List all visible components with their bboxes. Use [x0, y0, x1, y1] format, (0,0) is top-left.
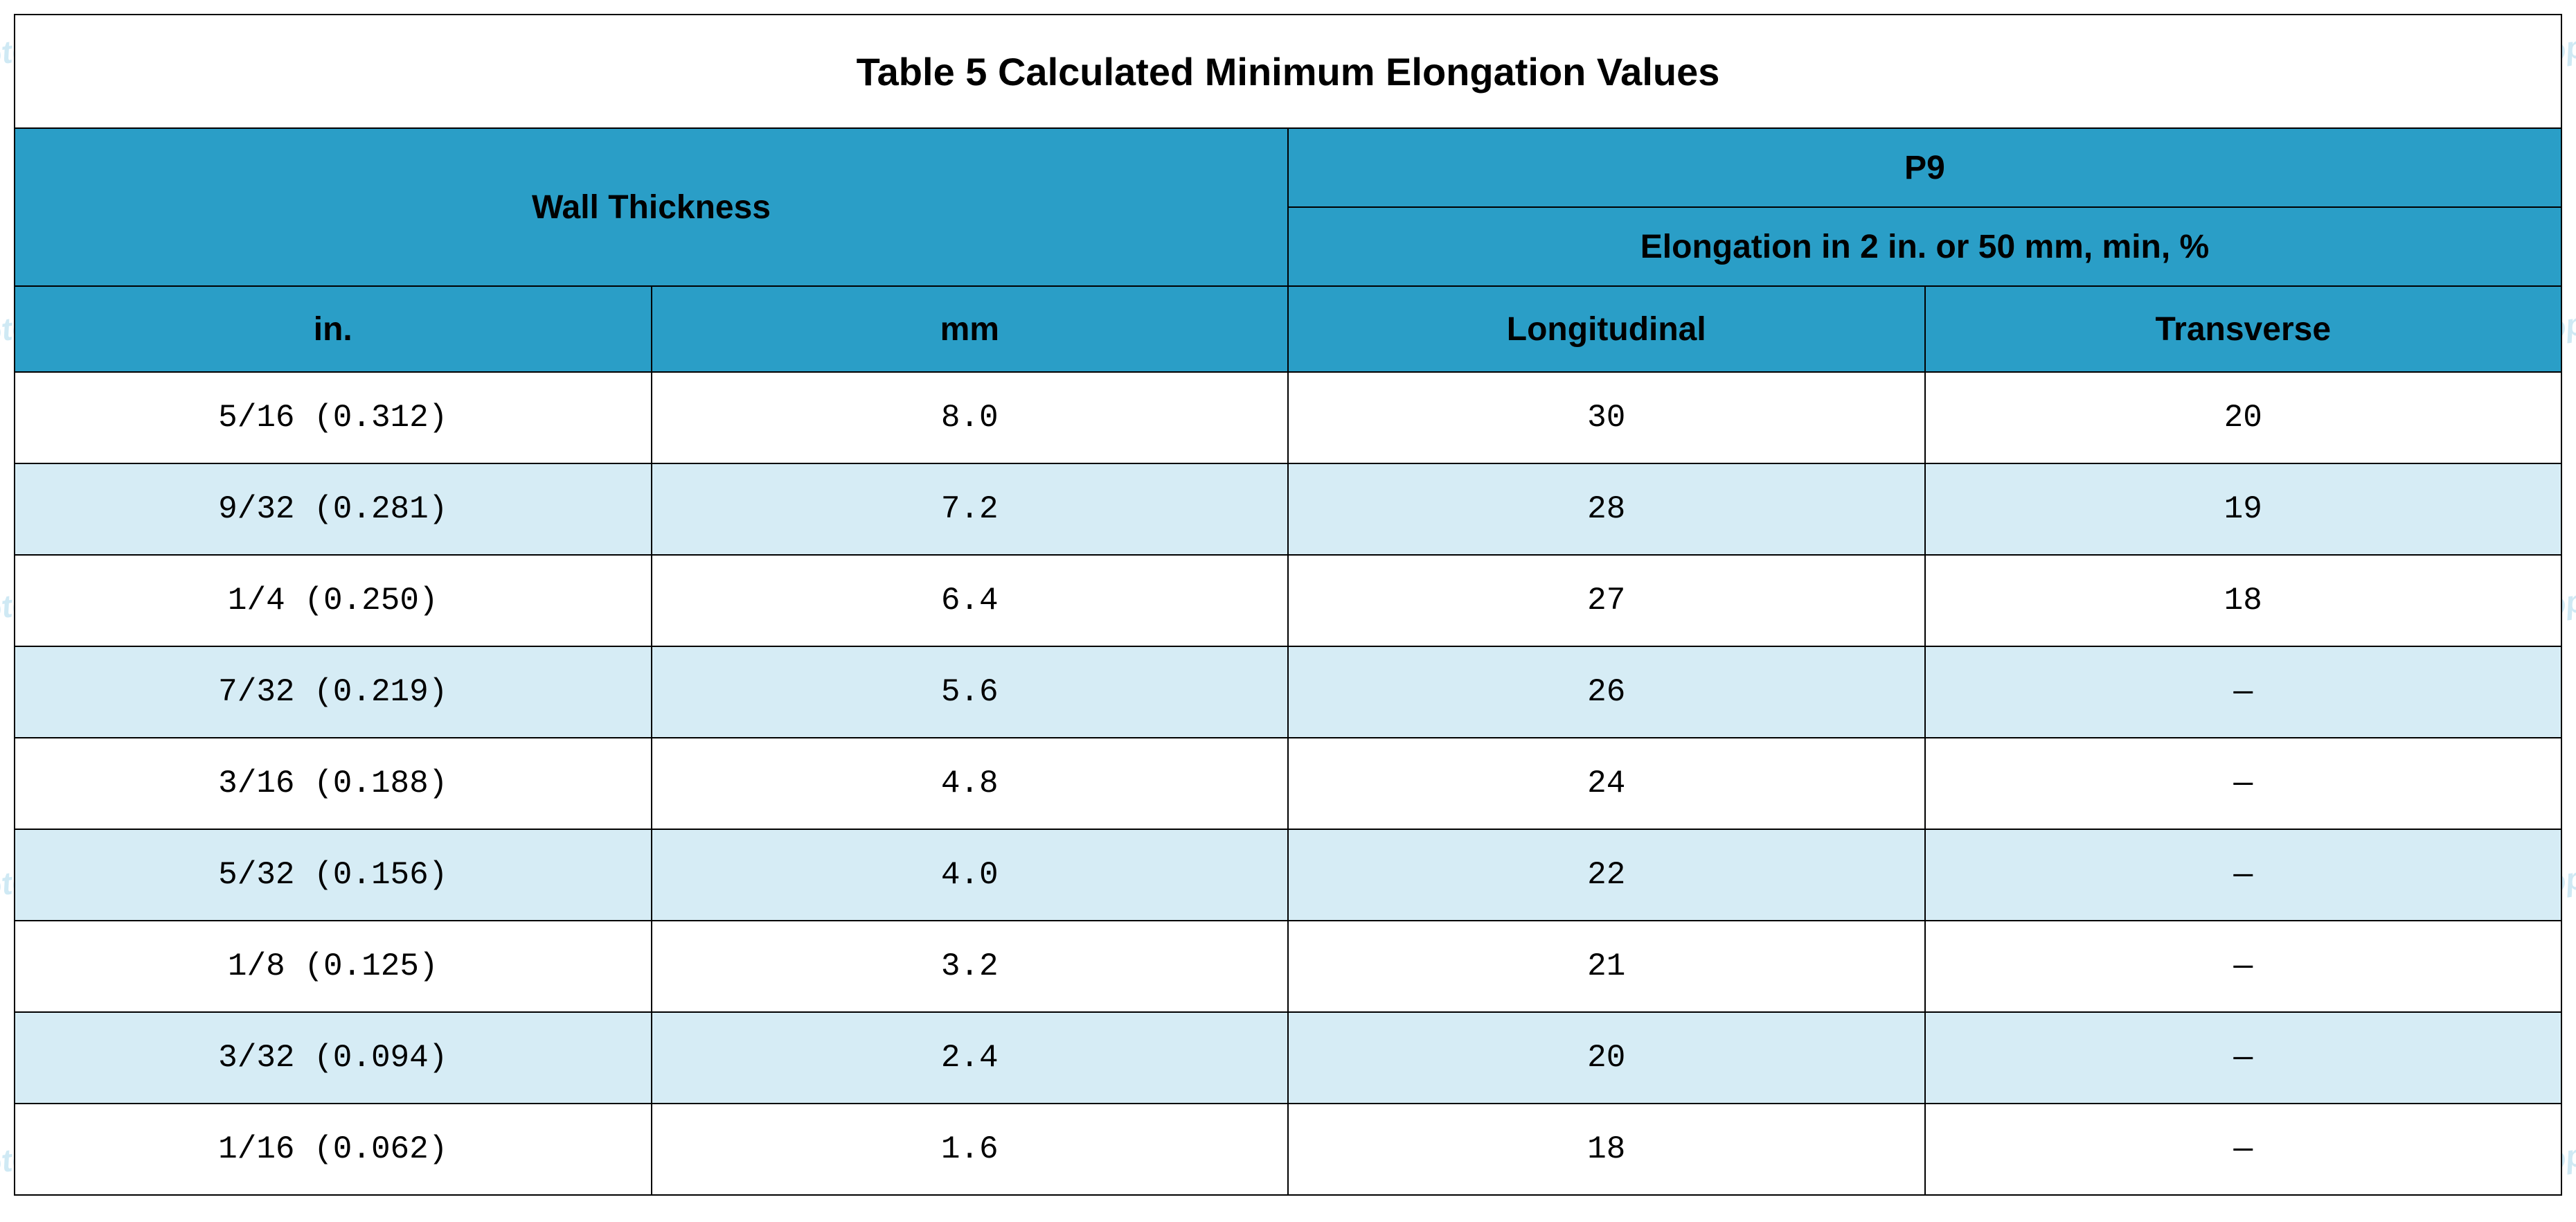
- table-row: 1/8 (0.125)3.221—: [15, 921, 2561, 1012]
- cell-long: 26: [1288, 646, 1925, 738]
- cell-in: 9/32 (0.281): [15, 463, 652, 555]
- header-elongation-label: Elongation in 2 in. or 50 mm, min, %: [1288, 207, 2561, 286]
- table-row: 3/16 (0.188)4.824—: [15, 738, 2561, 829]
- cell-long: 30: [1288, 372, 1925, 463]
- cell-trans: 18: [1925, 555, 2562, 646]
- cell-long: 24: [1288, 738, 1925, 829]
- cell-long: 21: [1288, 921, 1925, 1012]
- cell-trans: —: [1925, 829, 2562, 921]
- cell-mm: 2.4: [652, 1012, 1289, 1104]
- cell-in: 5/16 (0.312): [15, 372, 652, 463]
- table-row: 3/32 (0.094)2.420—: [15, 1012, 2561, 1104]
- cell-long: 28: [1288, 463, 1925, 555]
- cell-mm: 4.8: [652, 738, 1289, 829]
- cell-mm: 3.2: [652, 921, 1289, 1012]
- cell-trans: —: [1925, 1104, 2562, 1195]
- table-row: 5/16 (0.312)8.03020: [15, 372, 2561, 463]
- cell-in: 1/8 (0.125): [15, 921, 652, 1012]
- header-col-in: in.: [15, 286, 652, 372]
- table-row: 5/32 (0.156)4.022—: [15, 829, 2561, 921]
- header-grade: P9: [1288, 128, 2561, 207]
- cell-long: 20: [1288, 1012, 1925, 1104]
- header-col-longitudinal: Longitudinal: [1288, 286, 1925, 372]
- cell-trans: —: [1925, 738, 2562, 829]
- cell-trans: —: [1925, 921, 2562, 1012]
- elongation-table: Table 5 Calculated Minimum Elongation Va…: [14, 14, 2562, 1196]
- cell-in: 1/16 (0.062): [15, 1104, 652, 1195]
- cell-in: 3/16 (0.188): [15, 738, 652, 829]
- cell-trans: —: [1925, 646, 2562, 738]
- table-body: 5/16 (0.312)8.030209/32 (0.281)7.228191/…: [15, 372, 2561, 1195]
- cell-trans: 20: [1925, 372, 2562, 463]
- cell-long: 22: [1288, 829, 1925, 921]
- cell-mm: 5.6: [652, 646, 1289, 738]
- cell-in: 3/32 (0.094): [15, 1012, 652, 1104]
- cell-in: 7/32 (0.219): [15, 646, 652, 738]
- header-col-transverse: Transverse: [1925, 286, 2562, 372]
- cell-mm: 8.0: [652, 372, 1289, 463]
- table-row: 1/16 (0.062)1.618—: [15, 1104, 2561, 1195]
- header-col-mm: mm: [652, 286, 1289, 372]
- cell-long: 18: [1288, 1104, 1925, 1195]
- cell-in: 1/4 (0.250): [15, 555, 652, 646]
- cell-mm: 1.6: [652, 1104, 1289, 1195]
- table-title: Table 5 Calculated Minimum Elongation Va…: [15, 15, 2561, 128]
- cell-mm: 6.4: [652, 555, 1289, 646]
- cell-mm: 4.0: [652, 829, 1289, 921]
- cell-mm: 7.2: [652, 463, 1289, 555]
- header-wall-thickness: Wall Thickness: [15, 128, 1288, 286]
- table-row: 7/32 (0.219)5.626—: [15, 646, 2561, 738]
- table-row: 9/32 (0.281)7.22819: [15, 463, 2561, 555]
- cell-trans: 19: [1925, 463, 2562, 555]
- cell-trans: —: [1925, 1012, 2562, 1104]
- cell-long: 27: [1288, 555, 1925, 646]
- table-row: 1/4 (0.250)6.42718: [15, 555, 2561, 646]
- cell-in: 5/32 (0.156): [15, 829, 652, 921]
